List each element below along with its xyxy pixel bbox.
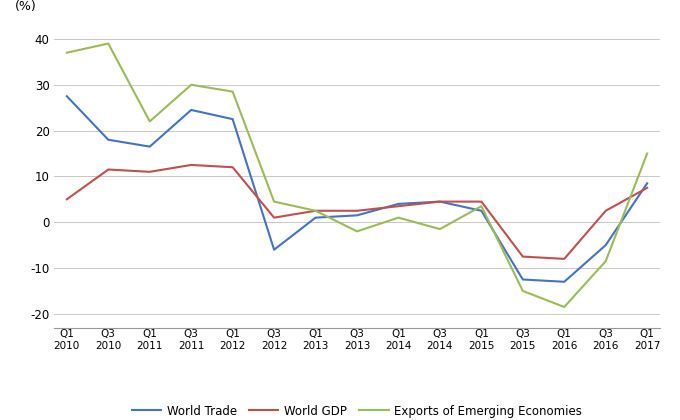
Exports of Emerging Economies (270, 199, 278, 204)
Line: Exports of Emerging Economies: Exports of Emerging Economies (67, 44, 647, 307)
Exports of Emerging Economies (228, 89, 237, 94)
Exports of Emerging Economies (643, 151, 651, 156)
World GDP (187, 163, 195, 168)
World Trade (643, 181, 651, 186)
World GDP (353, 208, 361, 213)
Exports of Emerging Economies (63, 50, 71, 55)
World Trade (560, 279, 568, 284)
Exports of Emerging Economies (436, 226, 444, 231)
World GDP (602, 208, 610, 213)
Line: World Trade: World Trade (67, 96, 647, 282)
Exports of Emerging Economies (477, 204, 486, 209)
Exports of Emerging Economies (353, 229, 361, 234)
World Trade (63, 94, 71, 99)
World GDP (394, 204, 403, 209)
World GDP (643, 185, 651, 190)
World GDP (560, 256, 568, 261)
Line: World GDP: World GDP (67, 165, 647, 259)
World Trade (436, 199, 444, 204)
Exports of Emerging Economies (560, 304, 568, 310)
World Trade (270, 247, 278, 252)
Legend: World Trade, World GDP, Exports of Emerging Economies: World Trade, World GDP, Exports of Emerg… (127, 400, 587, 420)
World GDP (477, 199, 486, 204)
Exports of Emerging Economies (602, 259, 610, 264)
Exports of Emerging Economies (187, 82, 195, 87)
World GDP (63, 197, 71, 202)
World GDP (436, 199, 444, 204)
World Trade (602, 243, 610, 248)
World Trade (311, 215, 320, 220)
World GDP (104, 167, 112, 172)
World GDP (270, 215, 278, 220)
World Trade (477, 208, 486, 213)
World GDP (311, 208, 320, 213)
Exports of Emerging Economies (104, 41, 112, 46)
World Trade (228, 117, 237, 122)
World GDP (519, 254, 527, 259)
World Trade (394, 201, 403, 206)
World Trade (519, 277, 527, 282)
World GDP (146, 169, 154, 174)
World Trade (104, 137, 112, 142)
Exports of Emerging Economies (311, 208, 320, 213)
World Trade (146, 144, 154, 149)
World Trade (353, 213, 361, 218)
Text: (%): (%) (15, 0, 37, 13)
World Trade (187, 108, 195, 113)
Exports of Emerging Economies (394, 215, 403, 220)
Exports of Emerging Economies (519, 289, 527, 294)
World GDP (228, 165, 237, 170)
Exports of Emerging Economies (146, 119, 154, 124)
